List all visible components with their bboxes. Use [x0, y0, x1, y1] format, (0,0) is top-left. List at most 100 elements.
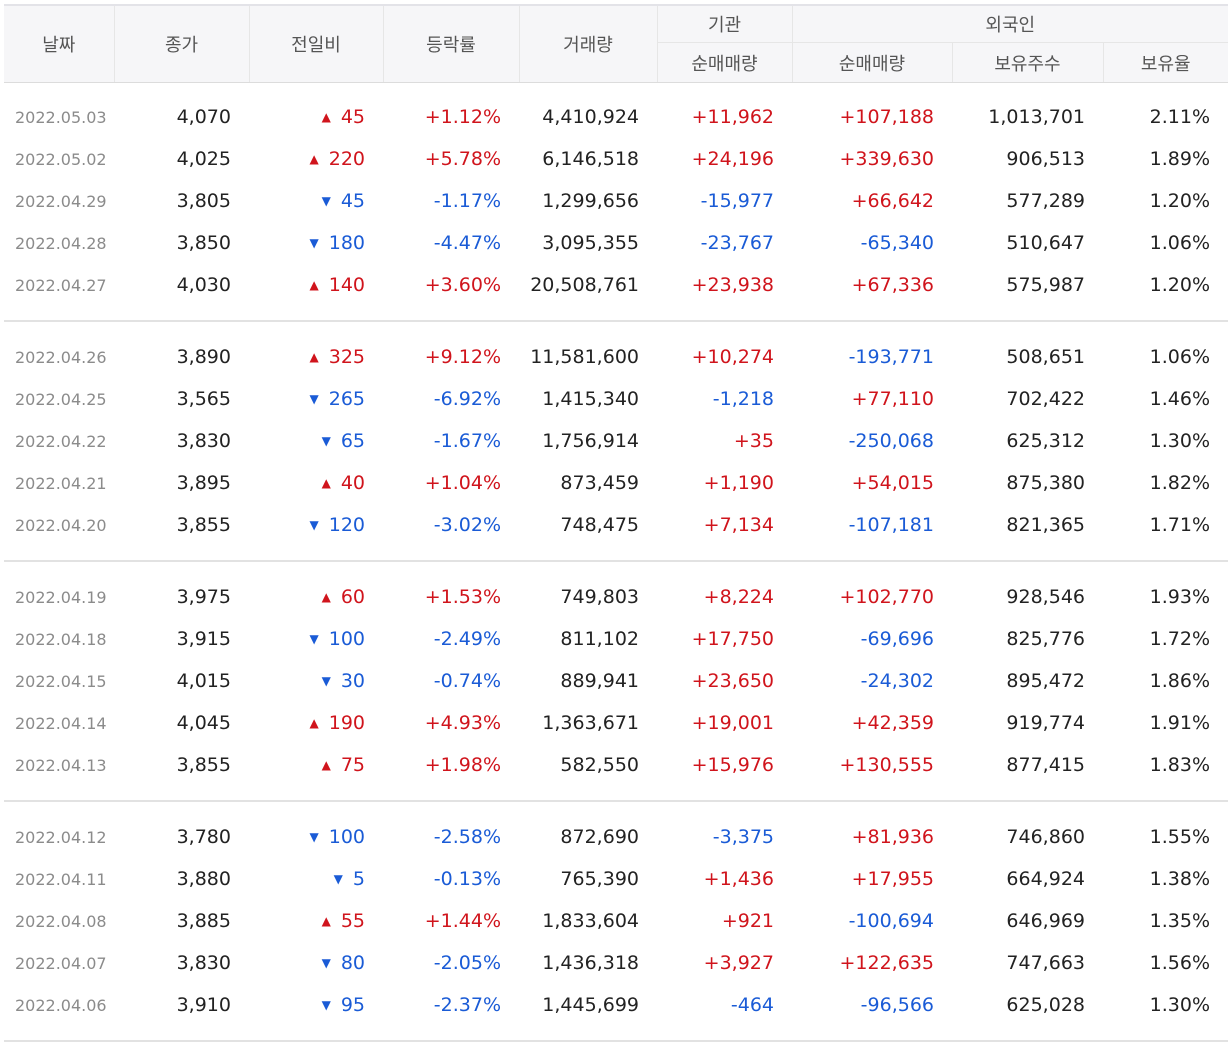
table-row: 2022.04.22 3,830 ▼ 65 -1.67% 1,756,914 +35 -250… — [4, 420, 1228, 462]
date-cell: 2022.04.06 — [15, 995, 107, 1015]
volume-cell: 748,475 — [560, 514, 639, 536]
foreign-ratio-cell: 1.30% — [1149, 430, 1211, 452]
close-price-cell: 4,070 — [176, 106, 231, 128]
foreign-holdings-cell: 875,380 — [1006, 472, 1085, 494]
row-spacer — [4, 1026, 1229, 1042]
foreign-holdings-cell: 625,312 — [1006, 430, 1085, 452]
change-value: 55 — [340, 910, 365, 932]
rate-cell: +1.44% — [424, 910, 501, 932]
foreign-net-cell: -107,181 — [848, 514, 934, 536]
foreign-net-cell: -96,566 — [860, 994, 934, 1016]
date-cell: 2022.05.03 — [15, 107, 107, 127]
volume-cell: 811,102 — [560, 628, 639, 650]
arrow-up-icon: ▲ — [321, 758, 331, 772]
close-price-cell: 3,830 — [176, 430, 231, 452]
foreign-ratio-cell: 1.35% — [1149, 910, 1211, 932]
header-close: 종가 — [114, 4, 250, 83]
foreign-net-cell: +77,110 — [851, 388, 934, 410]
change-cell: ▲ 220 — [249, 138, 383, 180]
date-cell: 2022.04.08 — [15, 911, 107, 931]
table-row: 2022.04.27 4,030 ▲ 140 +3.60% 20,508,761 +23,9… — [4, 264, 1228, 306]
foreign-net-cell: +81,936 — [851, 826, 934, 848]
foreign-holdings-cell: 895,472 — [1006, 670, 1085, 692]
arrow-down-icon: ▼ — [321, 998, 331, 1012]
header-date: 날짜 — [4, 4, 115, 83]
date-cell: 2022.04.26 — [15, 347, 107, 367]
institution-net-cell: -23,767 — [700, 232, 774, 254]
foreign-net-cell: -100,694 — [848, 910, 934, 932]
date-cell: 2022.04.15 — [15, 671, 107, 691]
close-price-cell: 3,915 — [176, 628, 231, 650]
arrow-up-icon: ▲ — [309, 278, 319, 292]
table-row: 2022.04.26 3,890 ▲ 325 +9.12% 11,581,600 +10,2… — [4, 336, 1228, 378]
change-value: 40 — [340, 472, 365, 494]
header-foreign-net: 순매매량 — [792, 42, 953, 83]
institution-net-cell: -15,977 — [700, 190, 774, 212]
row-spacer — [4, 562, 1228, 576]
date-cell: 2022.04.27 — [15, 275, 107, 295]
rate-cell: -4.47% — [433, 232, 501, 254]
date-cell: 2022.04.19 — [15, 587, 107, 607]
date-cell: 2022.04.25 — [15, 389, 107, 409]
foreign-net-cell: +54,015 — [851, 472, 934, 494]
foreign-net-cell: -65,340 — [860, 232, 934, 254]
foreign-holdings-cell: 877,415 — [1006, 754, 1085, 776]
foreign-net-cell: -250,068 — [848, 430, 934, 452]
volume-cell: 6,146,518 — [542, 148, 639, 170]
row-spacer — [4, 786, 1228, 801]
change-value: 30 — [340, 670, 365, 692]
volume-cell: 873,459 — [560, 472, 639, 494]
institution-net-cell: +35 — [733, 430, 774, 452]
header-rate: 등락률 — [383, 4, 520, 83]
table-row: 2022.05.02 4,025 ▲ 220 +5.78% 6,146,518 +24,19… — [4, 138, 1228, 180]
close-price-cell: 3,780 — [176, 826, 231, 848]
change-value: 140 — [328, 274, 365, 296]
table-row: 2022.04.21 3,895 ▲ 40 +1.04% 873,459 +1,190 +54… — [4, 462, 1228, 504]
rate-cell: +3.60% — [424, 274, 501, 296]
header-institution-group: 기관 — [657, 4, 793, 44]
volume-cell: 765,390 — [560, 868, 639, 890]
header-volume: 거래량 — [519, 4, 658, 83]
row-spacer — [4, 322, 1228, 336]
rate-cell: +9.12% — [424, 346, 501, 368]
arrow-down-icon: ▼ — [333, 872, 343, 886]
foreign-ratio-cell: 2.11% — [1149, 106, 1211, 128]
date-cell: 2022.04.28 — [15, 233, 107, 253]
volume-cell: 1,756,914 — [542, 430, 639, 452]
institution-net-cell: +10,274 — [691, 346, 774, 368]
foreign-holdings-cell: 1,013,701 — [988, 106, 1085, 128]
date-cell: 2022.04.20 — [15, 515, 107, 535]
foreign-net-cell: -24,302 — [860, 670, 934, 692]
foreign-holdings-cell: 577,289 — [1006, 190, 1085, 212]
arrow-down-icon: ▼ — [321, 434, 331, 448]
date-cell: 2022.04.13 — [15, 755, 107, 775]
foreign-net-cell: -69,696 — [860, 628, 934, 650]
row-spacer — [4, 802, 1228, 816]
arrow-up-icon: ▲ — [321, 590, 331, 604]
table-row: 2022.04.13 3,855 ▲ 75 +1.98% 582,550 +15,976 +1… — [4, 744, 1228, 786]
change-cell: ▼ 100 — [249, 816, 383, 858]
foreign-holdings-cell: 928,546 — [1006, 586, 1085, 608]
institution-net-cell: +7,134 — [703, 514, 774, 536]
foreign-net-cell: +67,336 — [851, 274, 934, 296]
table-row: 2022.04.07 3,830 ▼ 80 -2.05% 1,436,318 +3,927 +… — [4, 942, 1228, 984]
change-value: 100 — [328, 826, 365, 848]
close-price-cell: 3,895 — [176, 472, 231, 494]
foreign-holdings-cell: 575,987 — [1006, 274, 1085, 296]
arrow-up-icon: ▲ — [309, 350, 319, 364]
foreign-ratio-cell: 1.72% — [1149, 628, 1211, 650]
change-cell: ▼ 5 — [249, 858, 383, 900]
change-value: 180 — [328, 232, 365, 254]
table-row: 2022.04.18 3,915 ▼ 100 -2.49% 811,102 +17,750 -… — [4, 618, 1228, 660]
change-cell: ▼ 180 — [249, 222, 383, 264]
rate-cell: -3.02% — [433, 514, 501, 536]
volume-cell: 889,941 — [560, 670, 639, 692]
foreign-holdings-cell: 825,776 — [1006, 628, 1085, 650]
close-price-cell: 3,855 — [176, 754, 231, 776]
rate-cell: -2.37% — [433, 994, 501, 1016]
foreign-ratio-cell: 1.89% — [1149, 148, 1211, 170]
change-cell: ▼ 30 — [249, 660, 383, 702]
rate-cell: -0.13% — [433, 868, 501, 890]
foreign-ratio-cell: 1.55% — [1149, 826, 1211, 848]
arrow-up-icon: ▲ — [309, 716, 319, 730]
